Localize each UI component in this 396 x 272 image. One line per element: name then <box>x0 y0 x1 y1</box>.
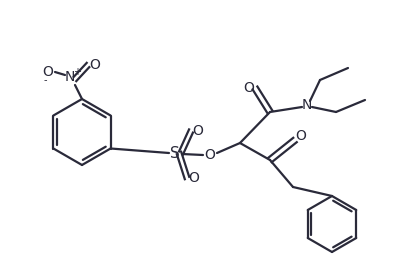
Text: O: O <box>295 129 307 143</box>
Text: O: O <box>192 124 204 138</box>
Text: O: O <box>89 58 101 72</box>
Text: N: N <box>302 98 312 112</box>
Text: O: O <box>188 171 200 185</box>
Text: O: O <box>205 148 215 162</box>
Text: +: + <box>73 67 81 77</box>
Text: N: N <box>65 70 75 84</box>
Text: O: O <box>42 65 53 79</box>
Text: S: S <box>170 146 180 160</box>
Text: O: O <box>244 81 255 95</box>
Text: -: - <box>43 75 47 85</box>
